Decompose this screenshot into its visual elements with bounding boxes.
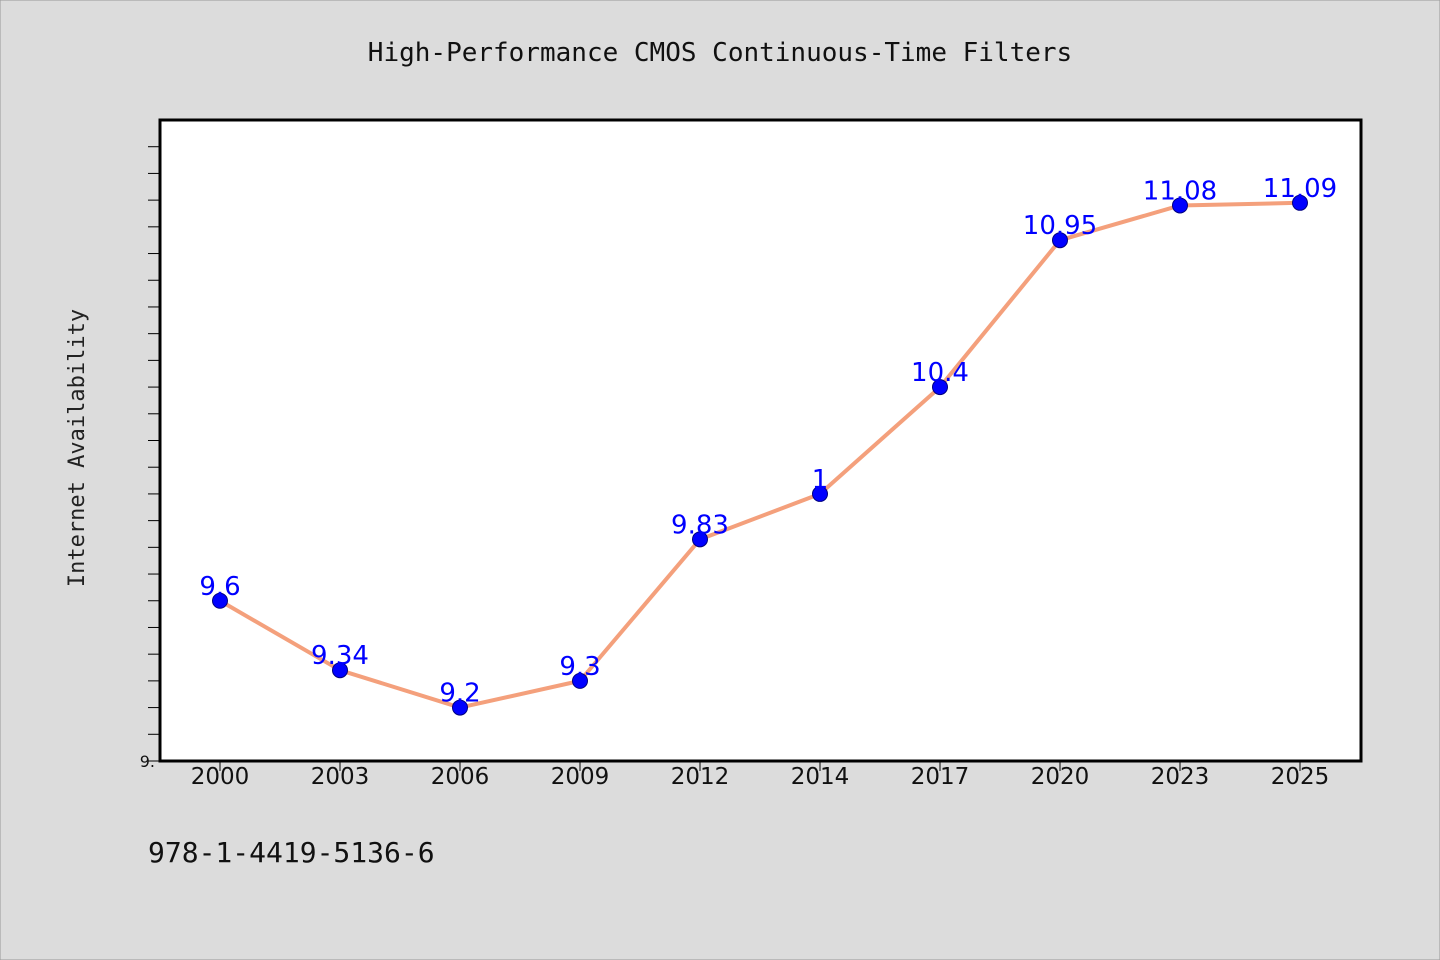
data-label: 11.09 — [1263, 174, 1337, 204]
x-tick-label: 2020 — [1031, 764, 1090, 790]
chart-title: High-Performance CMOS Continuous-Time Fi… — [368, 38, 1072, 68]
x-tick-label: 2009 — [551, 764, 610, 790]
data-label: 9.6 — [199, 572, 240, 602]
data-label: 10.95 — [1023, 211, 1097, 241]
data-point — [572, 672, 588, 689]
series-line — [218, 200, 1302, 710]
y-ticks: 9. — [140, 146, 160, 771]
data-label: 10.4 — [911, 358, 969, 388]
data-point — [332, 662, 348, 679]
data-labels: 9.6 9.34 9.2 9.3 9.83 1 10.4 10.95 11.08 11.09 — [199, 174, 1337, 709]
x-tick-label: 2023 — [1151, 764, 1210, 790]
data-point — [1292, 194, 1308, 211]
x-tick-label: 2003 — [311, 764, 370, 790]
data-label: 9.3 — [559, 652, 600, 682]
data-label: 1 — [812, 465, 829, 495]
x-tick-label: 2025 — [1271, 764, 1330, 790]
x-tick-label: 2012 — [671, 764, 730, 790]
series-group — [212, 194, 1308, 716]
data-point — [812, 485, 828, 502]
data-point — [932, 379, 948, 396]
y-axis-label: Internet Availability — [65, 309, 90, 587]
data-label: 9.83 — [671, 510, 729, 540]
data-label: 9.2 — [439, 679, 480, 709]
data-point — [692, 531, 708, 548]
data-point — [212, 592, 228, 609]
x-tick-label: 2014 — [791, 764, 850, 790]
plot-area — [158, 118, 1363, 763]
x-tick-label: 2017 — [911, 764, 970, 790]
footnote: 978-1-4419-5136-6 — [148, 836, 435, 869]
data-point — [452, 699, 468, 716]
data-label: 9.34 — [311, 641, 369, 671]
data-point — [1172, 197, 1188, 214]
y-tick-label: 9. — [140, 752, 155, 771]
x-tick-label: 2000 — [191, 764, 250, 790]
data-point — [1052, 232, 1068, 249]
data-label: 11.08 — [1143, 176, 1217, 206]
x-tick-label: 2006 — [431, 764, 490, 790]
x-ticks: 2000 2003 2006 2009 2012 2014 2017 2020 2023 2025 — [191, 761, 1330, 790]
